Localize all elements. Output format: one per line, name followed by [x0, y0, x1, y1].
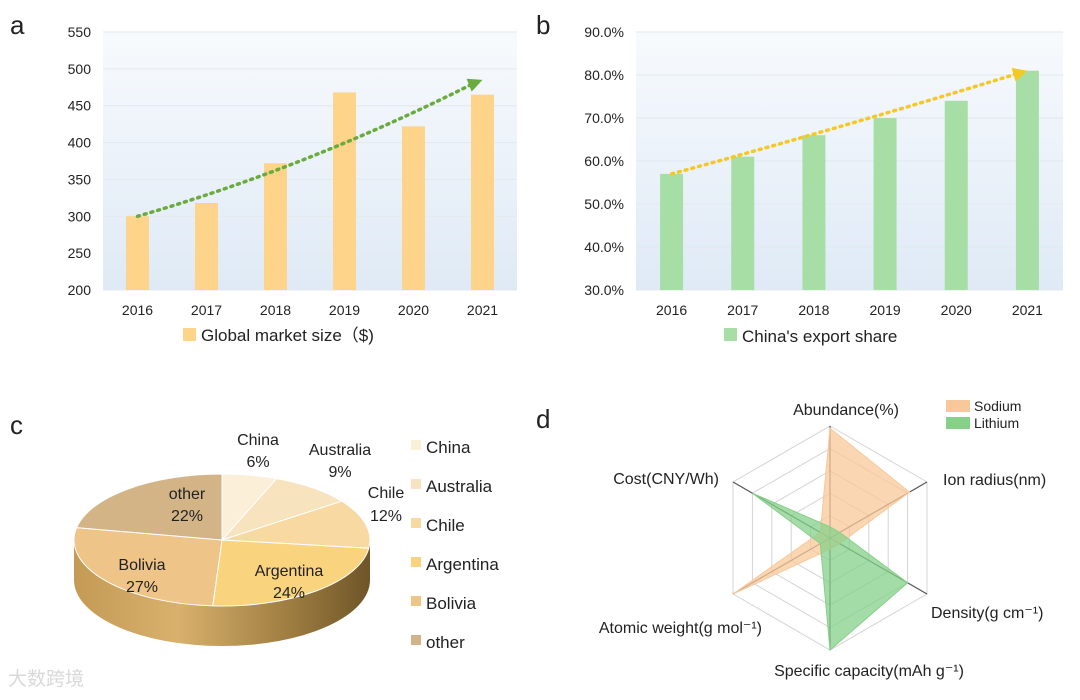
- radar-axis-label: Abundance(%): [793, 402, 899, 419]
- x-tick-label: 2018: [798, 302, 829, 318]
- y-tick-label: 60.0%: [584, 153, 624, 169]
- y-tick-label: 350: [68, 171, 92, 187]
- pie-pct-argentina: 24%: [273, 585, 305, 602]
- y-tick-label: 70.0%: [584, 110, 624, 126]
- bar-chart-b: 30.0% 40.0% 50.0% 60.0% 70.0% 80.0% 90.0% 2016…: [584, 24, 1063, 346]
- legend-label-bolivia: Bolivia: [426, 594, 477, 613]
- y-tick-label: 400: [68, 135, 92, 151]
- x-tick-label: 2017: [191, 302, 222, 318]
- pie-label-argentina: Argentina: [255, 563, 324, 580]
- x-tick-label: 2020: [941, 302, 972, 318]
- y-tick-label: 80.0%: [584, 67, 624, 83]
- legend-label-other: other: [426, 633, 465, 652]
- trend-line: [135, 81, 475, 219]
- y-tick-label: 550: [68, 24, 92, 40]
- bar-2017: [731, 156, 755, 290]
- pie-slice-argentina: [212, 539, 370, 607]
- y-tick-label: 300: [68, 208, 92, 224]
- y-tick-label: 40.0%: [584, 239, 624, 255]
- radar-chart-d: Abundance(%) Ion radius(nm) Density(g cm⁻¹…: [599, 398, 1046, 680]
- pie-pct-bolivia: 27%: [126, 579, 158, 596]
- bar-2021: [471, 94, 494, 291]
- legend-swatch-a: [183, 328, 196, 341]
- panel-letter-c: c: [10, 410, 23, 440]
- legend-swatch-other: [411, 635, 421, 645]
- pie-slice-bolivia: [73, 527, 223, 607]
- pie-pct-australia: 9%: [328, 464, 351, 481]
- x-tick-label: 2020: [398, 302, 429, 318]
- bar-2017: [195, 203, 218, 290]
- bar-2019: [873, 118, 897, 290]
- plot-area-a: [103, 32, 517, 290]
- x-tick-label: 2017: [727, 302, 758, 318]
- y-tick-label: 90.0%: [584, 24, 624, 40]
- legend-label-chile: Chile: [426, 516, 465, 535]
- radar-axis-label: Atomic weight(g mol⁻¹): [599, 620, 762, 637]
- legend-swatch-b: [724, 328, 737, 341]
- bar-2020: [944, 100, 968, 290]
- bar-2018: [802, 135, 826, 290]
- radar-axis-label: Specific capacity(mAh g⁻¹): [774, 663, 964, 680]
- radar-axis-label: Density(g cm⁻¹): [931, 605, 1043, 622]
- x-tick-label: 2021: [467, 302, 498, 318]
- legend-label-australia: Australia: [426, 477, 493, 496]
- legend-swatch-china: [411, 440, 421, 450]
- bar-2016: [126, 216, 149, 290]
- radar-axis-label: Ion radius(nm): [943, 472, 1046, 489]
- legend-swatch-bolivia: [411, 596, 421, 606]
- y-tick-label: 500: [68, 61, 92, 77]
- panel-letter-d: d: [536, 404, 550, 434]
- pie-slice-chile: [221, 500, 371, 549]
- y-tick-label: 200: [68, 282, 92, 298]
- bar-2018: [264, 163, 287, 290]
- pie-pct-other: 22%: [171, 508, 203, 525]
- legend-swatch-chile: [411, 518, 421, 528]
- trend-line: [669, 71, 1020, 176]
- legend-label-argentina: Argentina: [426, 555, 499, 574]
- legend-label-sodium: Sodium: [974, 398, 1021, 414]
- y-tick-label: 250: [68, 245, 92, 261]
- x-tick-label: 2018: [260, 302, 291, 318]
- panel-letter-b: b: [536, 10, 550, 40]
- legend-label-a: Global market size（$): [201, 326, 374, 345]
- y-tick-label: 30.0%: [584, 282, 624, 298]
- y-tick-label: 50.0%: [584, 196, 624, 212]
- pie-label-bolivia: Bolivia: [118, 557, 165, 574]
- radar-area-lithium: [752, 492, 909, 652]
- legend-swatch-australia: [411, 479, 421, 489]
- bar-2019: [333, 92, 356, 291]
- radar-axis-label: Cost(CNY/Wh): [613, 471, 719, 488]
- bar-chart-a: 200 250 300 350 400 450 500 550 2016 2017 2018 201…: [68, 24, 517, 345]
- legend-label-b: China's export share: [742, 327, 897, 346]
- watermark: 大数跨境: [8, 668, 85, 690]
- pie-label-china: China: [237, 432, 279, 449]
- trend-arrowhead: [466, 78, 483, 92]
- x-tick-label: 2016: [122, 302, 153, 318]
- y-tick-label: 450: [68, 98, 92, 114]
- legend-swatch-argentina: [411, 557, 421, 567]
- x-tick-label: 2021: [1012, 302, 1043, 318]
- legend-swatch-sodium: [946, 400, 970, 412]
- pie-slice-australia: [220, 478, 343, 542]
- legend-label-lithium: Lithium: [974, 415, 1019, 431]
- pie-pct-china: 6%: [246, 454, 269, 471]
- pie-label-other: other: [169, 486, 206, 503]
- trend-arrowhead: [1011, 68, 1028, 82]
- bar-2020: [402, 126, 425, 291]
- panel-letter-a: a: [10, 10, 25, 40]
- pie-side-band: [74, 540, 370, 646]
- pie-slice-other: [75, 473, 223, 541]
- x-tick-label: 2019: [870, 302, 901, 318]
- bar-2016: [660, 173, 684, 290]
- pie-chart-c: China 6% Australia 9% Chile 12% Argentina 24% Bo…: [73, 432, 499, 652]
- bar-2021: [1015, 70, 1039, 290]
- pie-label-chile: Chile: [368, 485, 405, 502]
- x-tick-label: 2016: [656, 302, 687, 318]
- pie-pct-chile: 12%: [370, 508, 402, 525]
- legend-label-china: China: [426, 438, 471, 457]
- legend-swatch-lithium: [946, 417, 970, 429]
- pie-label-australia: Australia: [309, 442, 371, 459]
- x-tick-label: 2019: [329, 302, 360, 318]
